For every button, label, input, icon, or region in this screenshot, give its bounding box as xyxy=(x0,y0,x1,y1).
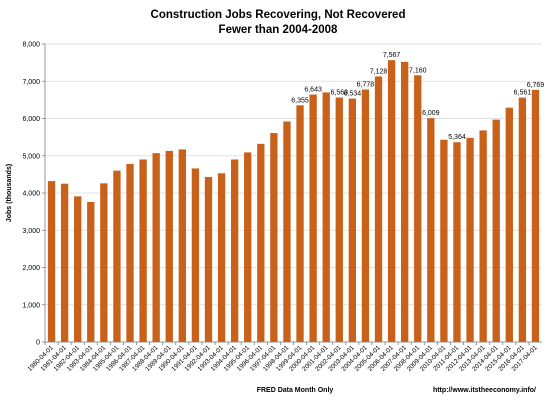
data-label: 5,364 xyxy=(448,134,466,141)
y-tick-label: 5,000 xyxy=(22,153,40,160)
bar xyxy=(479,130,487,342)
y-tick-label: 8,000 xyxy=(22,42,40,49)
bar xyxy=(113,170,121,342)
bar xyxy=(126,163,134,342)
bar xyxy=(361,89,370,342)
bar xyxy=(466,137,474,342)
bar xyxy=(178,149,186,342)
data-label: 7,160 xyxy=(409,67,427,74)
bar xyxy=(87,201,95,342)
bar xyxy=(100,183,108,342)
bar xyxy=(204,176,213,342)
bar xyxy=(453,142,461,342)
bar xyxy=(414,75,422,342)
data-label: 6,355 xyxy=(291,97,309,104)
y-tick-label: 0 xyxy=(36,340,40,347)
data-label: 7,567 xyxy=(383,52,401,59)
bar xyxy=(309,94,317,342)
bar xyxy=(427,118,435,342)
chart-subtitle: Fewer than 2004-2008 xyxy=(219,24,339,36)
y-tick-label: 4,000 xyxy=(22,191,40,198)
bar xyxy=(270,133,278,342)
data-label: 7,128 xyxy=(370,68,388,75)
bar xyxy=(531,89,540,342)
y-tick-label: 3,000 xyxy=(22,228,40,235)
bar xyxy=(492,119,500,343)
y-tick-label: 6,000 xyxy=(22,116,40,123)
y-axis-ticks: 0 1,000 2,000 3,000 4,000 5,000 6,000 7,000 8,00… xyxy=(22,42,45,347)
data-label: 6,643 xyxy=(304,87,322,94)
data-label: 6,563 xyxy=(331,90,349,97)
bar xyxy=(335,97,343,342)
bar xyxy=(152,153,160,342)
source-url: http://www.itstheeconomy.info/ xyxy=(433,387,536,394)
bar xyxy=(60,183,69,342)
data-label: 6,778 xyxy=(357,82,375,89)
x-axis-title: FRED Data Month Only xyxy=(257,387,334,394)
bar xyxy=(165,150,173,342)
bar xyxy=(518,97,527,342)
bar xyxy=(322,92,330,342)
bar xyxy=(401,61,409,342)
x-axis-ticks: 1980-04-011981-04-011982-04-011983-04-01… xyxy=(26,342,539,373)
y-tick-label: 7,000 xyxy=(22,79,40,86)
bars xyxy=(47,60,540,343)
bar xyxy=(257,143,265,342)
y-axis-title: Jobs (thousands) xyxy=(6,164,13,222)
bar xyxy=(348,98,357,343)
bar xyxy=(505,107,513,342)
bar xyxy=(296,105,304,343)
bar xyxy=(440,139,448,342)
bar xyxy=(191,168,200,342)
bar xyxy=(217,173,226,342)
bar xyxy=(374,76,383,343)
bar xyxy=(387,60,396,343)
y-tick-label: 2,000 xyxy=(22,265,40,272)
bar xyxy=(244,152,252,342)
bar xyxy=(139,159,147,342)
bar xyxy=(230,159,239,342)
data-label: 6,561 xyxy=(514,90,532,97)
bar xyxy=(74,196,82,342)
y-tick-label: 1,000 xyxy=(22,302,40,309)
data-label: 6,534 xyxy=(344,91,362,98)
chart-title: Construction Jobs Recovering, Not Recove… xyxy=(151,9,406,21)
bar xyxy=(283,121,291,342)
bar xyxy=(47,181,56,342)
data-label: 6,769 xyxy=(527,82,545,89)
data-label: 6,009 xyxy=(422,110,440,117)
